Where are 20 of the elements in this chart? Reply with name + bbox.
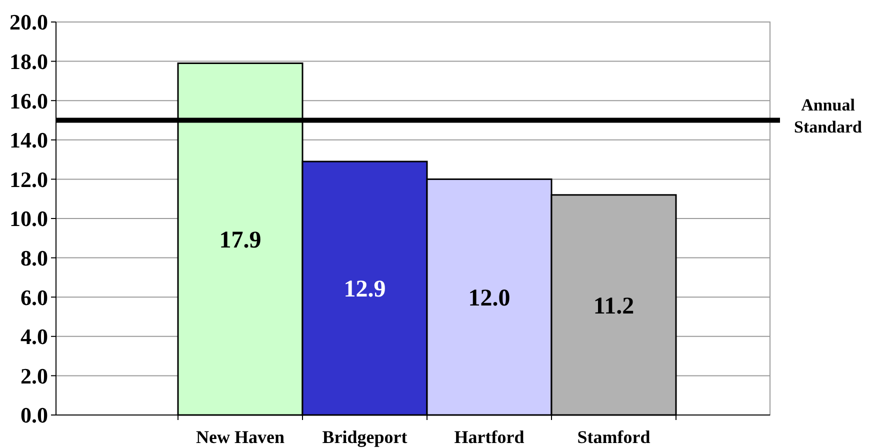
y-tick-label: 10.0	[10, 206, 48, 232]
y-tick-label: 6.0	[20, 284, 48, 310]
data-label: 17.9	[219, 228, 262, 254]
y-tick-label: 20.0	[10, 10, 48, 35]
y-tick-label: 8.0	[20, 246, 48, 270]
x-tick-label: New Haven	[196, 427, 284, 447]
y-tick-label: 18.0	[10, 49, 48, 74]
y-tick-label: 2.0	[20, 363, 48, 388]
data-label: 11.2	[593, 293, 634, 320]
y-tick-label: 12.0	[10, 166, 48, 192]
data-label: 12.0	[468, 286, 510, 312]
y-tick-label: 16.0	[10, 88, 48, 114]
y-tick-label: 0.0	[20, 402, 48, 428]
x-tick-label: Stamford	[577, 427, 650, 447]
x-tick-label: Hartford	[454, 427, 524, 447]
x-tick-label: Bridgeport	[322, 427, 408, 447]
data-label: 12.9	[344, 276, 386, 303]
y-tick-label: 14.0	[10, 128, 48, 153]
y-tick-label: 4.0	[20, 324, 48, 350]
ref-line-label: Annual Standard	[794, 95, 863, 136]
